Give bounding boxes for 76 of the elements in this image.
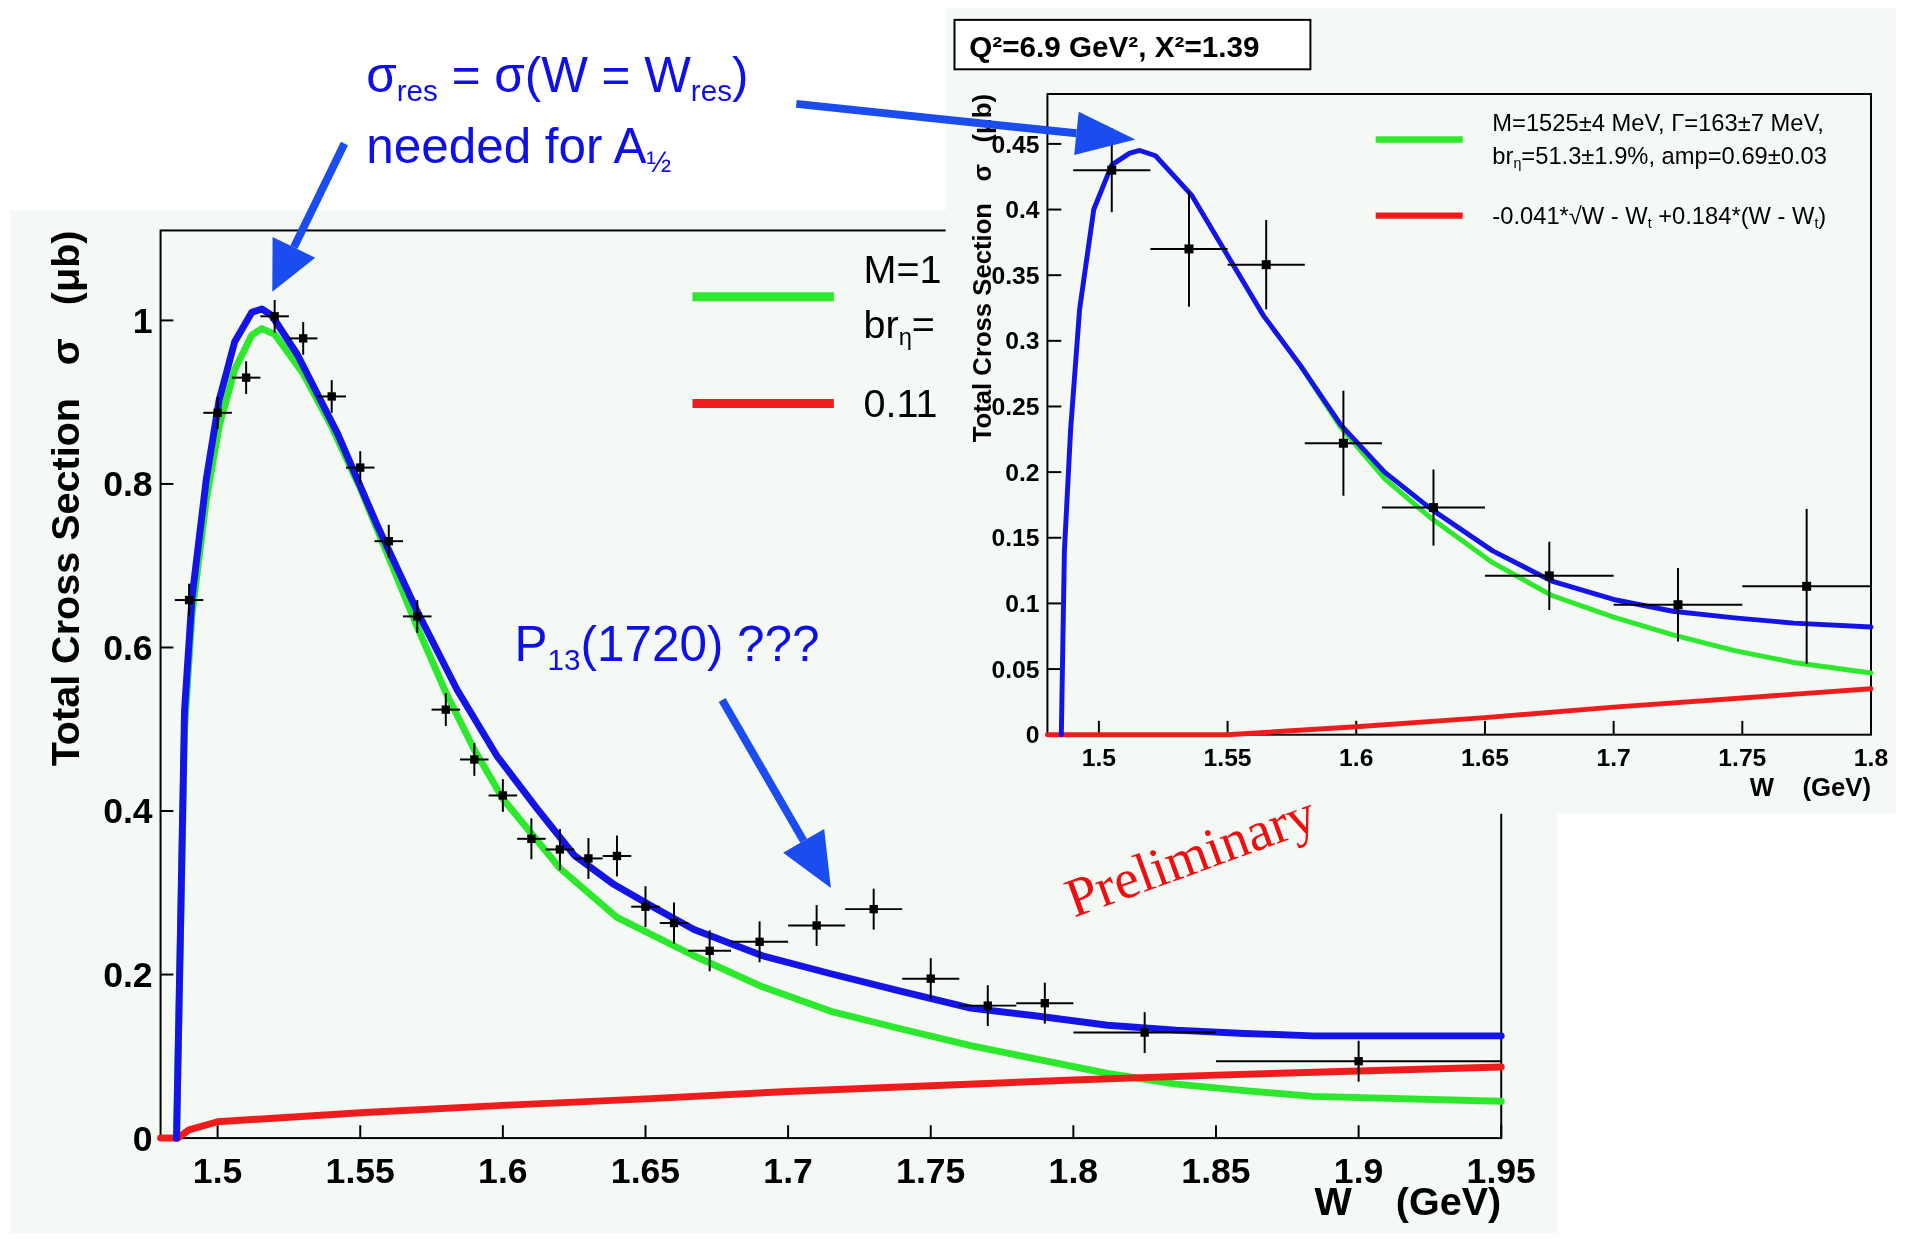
- y-tick-label: 0: [132, 1118, 153, 1159]
- y-tick-label: 0.05: [991, 655, 1040, 683]
- point: [669, 918, 679, 928]
- point: [641, 902, 650, 911]
- point: [527, 834, 536, 843]
- point: [413, 612, 422, 621]
- point: [1428, 503, 1438, 513]
- chart-title: Q²=6.9 GeV², Χ²=1.39: [969, 30, 1260, 64]
- point: [584, 854, 593, 863]
- point: [299, 334, 308, 343]
- point: [705, 946, 714, 956]
- point: [1040, 998, 1050, 1008]
- point: [1544, 571, 1554, 581]
- legend-label: M=1525±4 MeV, Γ=163±7 MeV, br$_{η}$=51.3±1.9%, amp=0.69±0.03: [1492, 110, 1827, 172]
- point: [470, 755, 479, 764]
- point: [1354, 1057, 1363, 1066]
- y-tick-label: 0.6: [103, 627, 153, 668]
- y-tick-label: 0.4: [103, 791, 153, 832]
- line-series: [1044, 686, 1874, 738]
- y-axis-title: Total Cross Section σ (μb): [42, 230, 87, 767]
- point: [812, 921, 821, 930]
- x-tick-label: 1.55: [1203, 743, 1252, 771]
- x-tick-label: 1.5: [192, 1150, 243, 1191]
- x-tick-label: 1.6: [478, 1150, 528, 1191]
- point: [612, 851, 622, 861]
- y-tick-label: 0.4: [1005, 196, 1040, 224]
- point: [1338, 438, 1348, 448]
- point: [926, 974, 935, 983]
- y-tick-label: 0.2: [1005, 458, 1040, 486]
- x-tick-label: 1.6: [1339, 743, 1374, 771]
- x-tick-label: 1.7: [1596, 743, 1631, 771]
- legend-label: 0.11: [863, 381, 938, 426]
- x-tick-label: 1.55: [325, 1150, 395, 1191]
- y-tick-label: 0.1: [1005, 590, 1040, 618]
- point: [241, 373, 251, 382]
- line-series: [1058, 148, 1874, 738]
- point: [184, 595, 194, 605]
- point: [441, 705, 450, 714]
- x-tick-label: 1.8: [1048, 1150, 1099, 1191]
- x-tick-label: 1.8: [1853, 743, 1889, 771]
- point: [1107, 165, 1117, 175]
- y-tick-label: 0.15: [991, 524, 1040, 552]
- y-tick-label: 0.25: [991, 393, 1040, 421]
- point: [327, 392, 336, 401]
- y-tick-label: 0.2: [103, 955, 153, 996]
- y-tick-label: 0: [1025, 721, 1040, 749]
- x-tick-label: 1.85: [1181, 1150, 1251, 1191]
- point: [1140, 1028, 1149, 1037]
- point: [213, 408, 222, 417]
- x-tick-label: 1.7: [763, 1150, 813, 1191]
- text: σ$_{res}$ = σ(W = W$_{res}$) needed for A$_{½}$: [366, 47, 749, 179]
- x-tick-label: 1.75: [1718, 743, 1767, 771]
- point: [270, 312, 279, 321]
- point: [1184, 244, 1194, 254]
- y-tick-label: 1: [132, 300, 153, 341]
- point: [555, 845, 565, 854]
- legend-label: -0.041*√W - W$_{t}$ +0.184*(W - W$_{t}$): [1492, 202, 1827, 232]
- point: [384, 537, 393, 546]
- y-tick-label: 0.8: [103, 464, 153, 505]
- x-tick-label: 1.75: [896, 1150, 966, 1191]
- x-tick-label: 1.5: [1081, 743, 1117, 771]
- point: [1673, 600, 1683, 610]
- x-axis-title: W (GeV): [1749, 773, 1872, 802]
- y-tick-label: 0.3: [1005, 327, 1040, 355]
- x-tick-label: 1.65: [1460, 743, 1510, 771]
- point: [869, 904, 878, 914]
- point: [755, 937, 764, 947]
- point: [498, 791, 508, 800]
- point: [983, 1001, 992, 1010]
- y-tick-label: 0.35: [991, 261, 1040, 289]
- point: [1802, 581, 1812, 591]
- legend-label: M=1 br$_{η}$=: [863, 246, 942, 351]
- annotation: P$_{13}$(1720) ???: [514, 615, 820, 676]
- x-tick-label: 1.65: [610, 1150, 681, 1191]
- point: [356, 463, 365, 472]
- point: [1261, 260, 1271, 270]
